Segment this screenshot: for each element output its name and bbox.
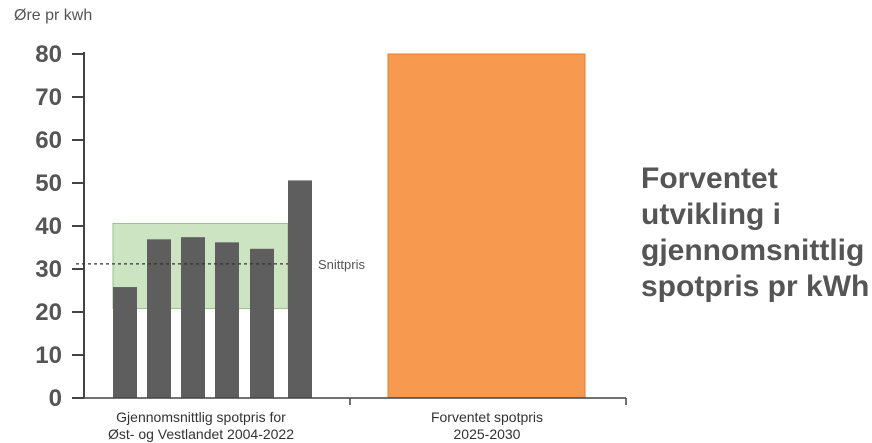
headline-line-2: utvikling i: [641, 198, 782, 231]
forecast-price-bar: [387, 53, 586, 399]
y-tick-label: 60: [35, 127, 62, 154]
category-label-forecast: Forventet spotpris 2025-2030: [367, 409, 607, 443]
historic-price-bar: [147, 239, 171, 398]
y-tick-label: 70: [35, 84, 62, 111]
y-tick-label: 80: [35, 41, 62, 68]
category-label-historic-line-2: Øst- og Vestlandet 2004-2022: [107, 426, 295, 442]
y-tick-label: 20: [35, 299, 62, 326]
historic-price-bar: [250, 248, 274, 398]
headline-line-1: Forventet: [641, 162, 778, 195]
y-tick-label: 40: [35, 213, 62, 240]
average-price-label: Snittpris: [318, 257, 365, 272]
y-tick-label: 50: [35, 170, 62, 197]
y-tick-label: 0: [49, 385, 62, 412]
historic-price-bar: [113, 287, 137, 398]
historic-price-bar: [215, 242, 239, 398]
historic-price-bar: [288, 180, 312, 398]
headline-line-4: spotpris pr kWh: [641, 270, 870, 303]
y-tick-label: 10: [35, 342, 62, 369]
category-label-forecast-line-2: 2025-2030: [453, 426, 521, 442]
category-label-forecast-line-1: Forventet spotpris: [430, 409, 544, 425]
category-label-historic-line-1: Gjennomsnittlig spotpris for: [116, 409, 286, 425]
y-tick-label: 30: [35, 256, 62, 283]
y-axis-unit-label: Øre pr kwh: [14, 7, 93, 24]
headline-line-3: gjennomsnittlig: [641, 234, 865, 267]
chart-headline: Forventet utvikling i gjennomsnittlig sp…: [641, 161, 871, 305]
historic-price-bar: [181, 237, 205, 398]
category-label-historic: Gjennomsnittlig spotpris for Øst- og Ves…: [81, 409, 321, 443]
